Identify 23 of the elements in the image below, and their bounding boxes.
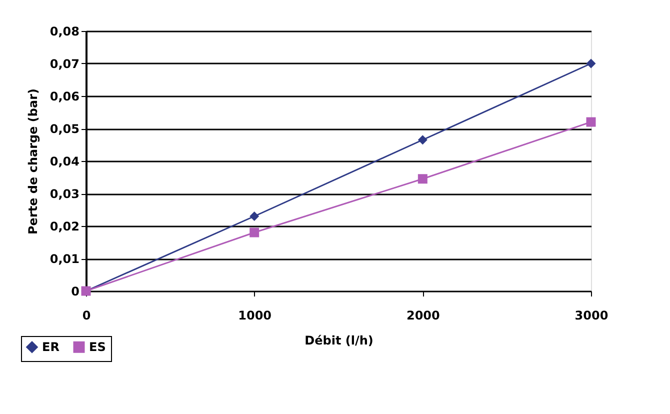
x-tick-label: 2000 — [406, 308, 440, 322]
y-tick-label: 0 — [71, 284, 80, 298]
point — [418, 174, 428, 184]
x-tick-label: 1000 — [238, 308, 272, 322]
point — [418, 135, 428, 145]
y-tick-label: 0,05 — [50, 122, 80, 136]
point — [250, 212, 260, 221]
y-tick-label: 0,03 — [50, 187, 80, 201]
legend-label: ES — [89, 340, 106, 354]
y-tick-label: 0,02 — [50, 220, 80, 234]
x-tick-label: 0 — [82, 308, 91, 322]
y-axis-title: Perte de charge (bar) — [26, 88, 40, 234]
x-tick-label: 3000 — [574, 308, 608, 322]
x-axis-title: Débit (l/h) — [304, 334, 374, 348]
point — [586, 58, 596, 68]
point — [250, 228, 260, 238]
legend-label: ER — [42, 340, 60, 354]
y-tick-label: 0,08 — [50, 24, 80, 38]
y-tick-label: 0,07 — [50, 57, 80, 71]
point — [586, 117, 596, 127]
y-tick-label: 0,01 — [50, 252, 80, 266]
y-tick-label: 0,06 — [50, 90, 80, 104]
y-tick-label: 0,04 — [50, 154, 80, 168]
